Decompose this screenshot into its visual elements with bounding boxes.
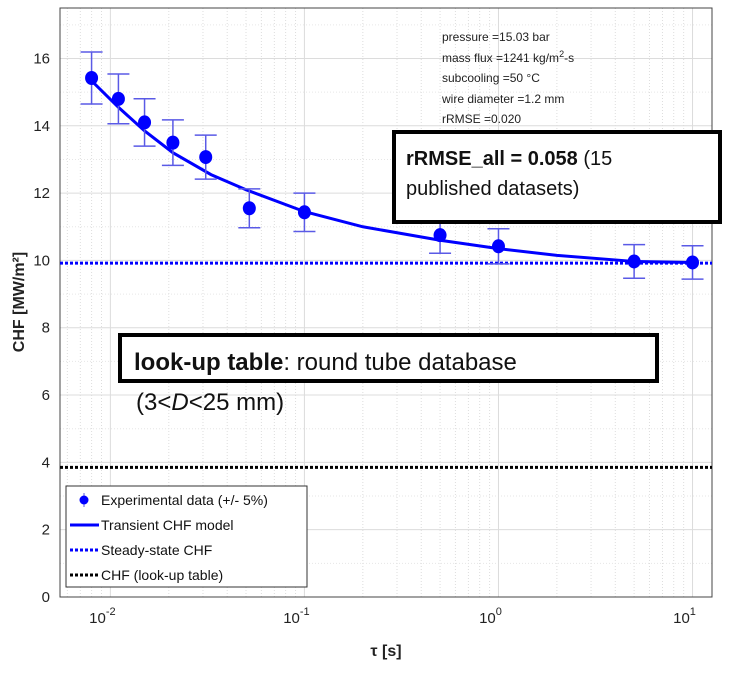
lookup-table-annotation: look-up table: round tube database (3<D<… bbox=[118, 333, 659, 416]
lookup-l2c: <25 mm) bbox=[188, 389, 285, 416]
legend-box bbox=[65, 485, 308, 588]
x-tick-label: 10-2 bbox=[89, 606, 115, 627]
lookup-bold: look-up table bbox=[134, 349, 284, 376]
x-tick-label: 10-1 bbox=[283, 606, 309, 627]
y-tick-label: 2 bbox=[42, 522, 50, 539]
axes-box bbox=[59, 7, 713, 598]
y-tick-label: 10 bbox=[33, 252, 50, 269]
y-tick-label: 6 bbox=[42, 387, 50, 404]
legend-label: CHF (look-up table) bbox=[101, 567, 223, 583]
data-point bbox=[297, 205, 311, 220]
rmse-all-rest: (15 bbox=[577, 148, 613, 170]
y-tick-label: 14 bbox=[33, 118, 50, 135]
data-point bbox=[85, 71, 99, 86]
y-tick-label: 16 bbox=[33, 50, 50, 67]
rmse-all-annotation: rRMSE_all = 0.058 (15 published datasets… bbox=[392, 130, 722, 224]
x-tick-label: 100 bbox=[479, 606, 502, 627]
y-tick-label: 0 bbox=[42, 589, 50, 606]
legend-label: Experimental data (+/- 5%) bbox=[101, 492, 268, 508]
data-point bbox=[491, 239, 505, 254]
data-point bbox=[433, 228, 447, 243]
legend-label: Transient CHF model bbox=[101, 517, 234, 533]
annotation-pressure: pressure =15.03 bar bbox=[442, 30, 550, 44]
data-point bbox=[242, 201, 256, 216]
data-point bbox=[627, 254, 641, 269]
annotation-mass-flux: mass flux =1241 kg/m2-s bbox=[442, 49, 574, 65]
x-tick-label: 101 bbox=[673, 606, 696, 627]
data-point bbox=[166, 135, 180, 150]
y-axis-label: CHF [MW/m²] bbox=[11, 252, 28, 352]
y-tick-label: 8 bbox=[42, 320, 50, 337]
lookup-l2a: (3< bbox=[136, 389, 172, 416]
y-tick-label: 12 bbox=[33, 185, 50, 202]
annotation-subcooling: subcooling =50 °C bbox=[442, 71, 540, 85]
data-point bbox=[199, 150, 213, 165]
data-point bbox=[138, 115, 152, 130]
rmse-all-line2: published datasets) bbox=[406, 178, 580, 200]
lookup-rest: : round tube database bbox=[283, 349, 517, 376]
data-point bbox=[111, 91, 125, 106]
data-point bbox=[686, 255, 700, 270]
lookup-l2b: D bbox=[171, 389, 189, 416]
rmse-all-value: rRMSE_all = 0.058 bbox=[406, 148, 578, 170]
annotation-wire-diameter: wire diameter =1.2 mm bbox=[441, 92, 564, 106]
legend-marker-icon bbox=[79, 495, 89, 505]
y-tick-label: 4 bbox=[42, 454, 50, 471]
x-axis-label: τ [s] bbox=[370, 643, 401, 660]
legend-label: Steady-state CHF bbox=[101, 542, 212, 558]
annotation-rrmse: rRMSE =0.020 bbox=[442, 112, 521, 126]
